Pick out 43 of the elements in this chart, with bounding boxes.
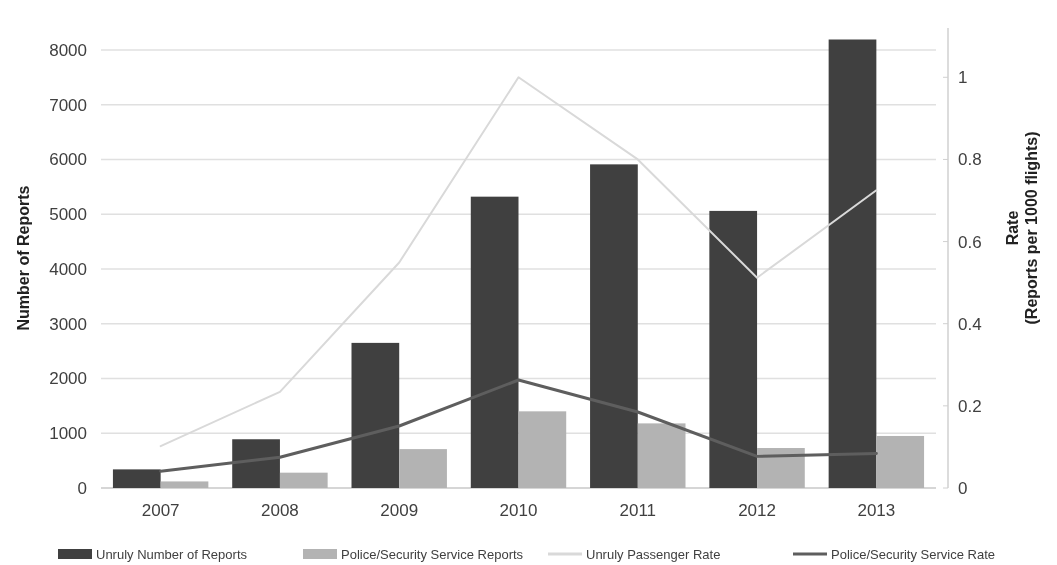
- bar: [160, 481, 209, 488]
- x-tick-label: 2007: [141, 501, 180, 520]
- bar: [279, 472, 328, 488]
- bar: [876, 435, 925, 488]
- legend-label: Police/Security Service Rate: [831, 546, 996, 562]
- y-tick-label: 8000: [49, 40, 87, 60]
- legend-label: Police/Security Service Reports: [341, 546, 524, 562]
- bar: [399, 449, 447, 488]
- x-tick-label: 2009: [380, 501, 419, 520]
- y-tick-label: 6000: [49, 150, 87, 170]
- line-series: [159, 378, 878, 473]
- bar: [470, 196, 519, 488]
- y-tick-label: 0: [77, 478, 87, 498]
- y2-tick-label: 0.2: [958, 396, 982, 416]
- bar: [590, 164, 638, 488]
- y2-axis-title: Rate (Reports per 1000 flights): [1004, 131, 1041, 325]
- x-tick-label: 2012: [738, 501, 776, 520]
- bar: [351, 342, 400, 488]
- y2-tick-label: 0.4: [958, 314, 982, 334]
- y-tick-label: 2000: [49, 369, 87, 389]
- y-tick-label: 7000: [49, 95, 87, 115]
- bar: [828, 39, 877, 488]
- y2-tick-label: 0.6: [958, 232, 982, 252]
- bar: [757, 448, 805, 488]
- bar: [709, 210, 758, 488]
- y2-tick-label: 0: [958, 478, 968, 498]
- legend-label: Unruly Passenger Rate: [586, 546, 721, 562]
- y-tick-label: 5000: [49, 205, 87, 225]
- y-axis-title: Number of Reports: [15, 185, 32, 331]
- y-tick-label: 3000: [49, 314, 87, 334]
- x-tick-label: 2011: [619, 501, 657, 520]
- bar: [518, 411, 567, 488]
- legend-label: Unruly Number of Reports: [96, 546, 248, 562]
- x-tick-label: 2008: [261, 501, 299, 520]
- y2-tick-label: 0.8: [958, 150, 982, 170]
- x-tick-label: 2010: [499, 501, 538, 520]
- y-tick-label: 1000: [49, 424, 87, 444]
- y2-tick-label: 1: [958, 68, 968, 88]
- x-tick-label: 2013: [857, 501, 896, 520]
- y-tick-label: 4000: [49, 259, 87, 279]
- bar: [232, 439, 280, 488]
- bar: [112, 469, 161, 488]
- bar: [637, 423, 686, 488]
